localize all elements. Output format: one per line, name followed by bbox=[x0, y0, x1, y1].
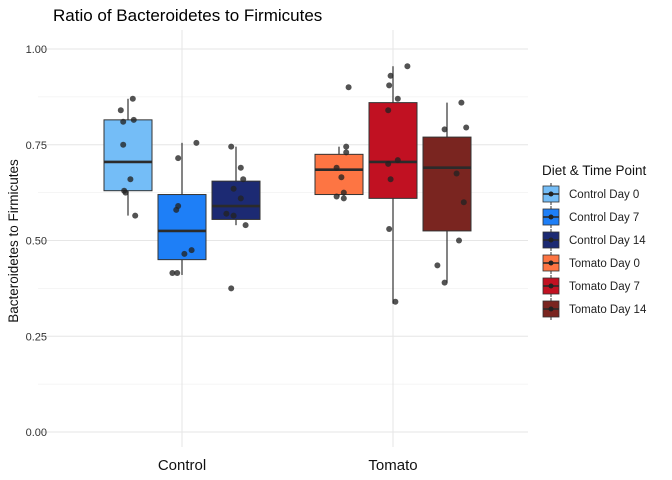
data-point bbox=[343, 149, 350, 156]
box-control-day-7 bbox=[157, 139, 207, 277]
data-point bbox=[392, 298, 399, 305]
box-body bbox=[422, 136, 472, 232]
data-point bbox=[463, 124, 470, 131]
box-body bbox=[368, 102, 418, 199]
data-point bbox=[117, 107, 124, 114]
legend-item: Control Day 14 bbox=[542, 229, 646, 251]
data-point bbox=[169, 270, 176, 277]
data-point bbox=[386, 226, 393, 233]
data-point bbox=[441, 279, 448, 286]
box-body bbox=[211, 180, 261, 220]
data-point bbox=[175, 155, 182, 162]
data-point bbox=[132, 212, 139, 219]
data-point bbox=[453, 170, 460, 177]
data-point bbox=[385, 160, 392, 167]
legend-key-point bbox=[548, 191, 554, 197]
data-point bbox=[228, 285, 235, 292]
data-point bbox=[122, 189, 129, 196]
data-point bbox=[394, 157, 401, 164]
legend-label: Tomato Day 7 bbox=[569, 281, 640, 293]
data-point bbox=[181, 250, 188, 257]
legend-key-point bbox=[548, 237, 554, 243]
y-tick-label: 1.00 bbox=[26, 44, 47, 56]
data-point bbox=[242, 222, 249, 229]
data-point bbox=[237, 195, 244, 202]
box-series bbox=[103, 63, 472, 305]
legend-key-point bbox=[548, 214, 554, 220]
legend-label: Control Day 14 bbox=[569, 235, 646, 247]
data-point bbox=[333, 193, 340, 200]
data-point bbox=[333, 164, 340, 171]
legend: Diet & Time Point Control Day 0 Control D… bbox=[542, 163, 647, 320]
data-point bbox=[394, 95, 401, 102]
x-axis-ticks: Control Tomato bbox=[158, 457, 418, 474]
data-point bbox=[223, 210, 230, 217]
y-axis-ticks: 0.00 0.25 0.50 0.75 1.00 bbox=[26, 44, 47, 439]
chart-title: Ratio of Bacteroidetes to Firmicutes bbox=[53, 6, 322, 25]
data-point bbox=[434, 262, 441, 269]
y-tick-label: 0.75 bbox=[26, 140, 47, 152]
data-point bbox=[120, 118, 127, 125]
y-tick-label: 0.50 bbox=[26, 236, 47, 248]
legend-item: Control Day 7 bbox=[542, 206, 639, 228]
data-point bbox=[387, 72, 394, 79]
box-tomato-day-0 bbox=[314, 84, 364, 202]
data-point bbox=[237, 164, 244, 171]
data-point bbox=[127, 176, 134, 183]
data-point bbox=[188, 247, 195, 254]
legend-item: Tomato Day 0 bbox=[542, 252, 640, 274]
legend-key-point bbox=[548, 283, 554, 289]
legend-title: Diet & Time Point bbox=[542, 163, 647, 178]
box-tomato-day-7 bbox=[368, 63, 418, 305]
data-point bbox=[230, 212, 237, 219]
legend-item: Control Day 0 bbox=[542, 183, 639, 205]
data-point bbox=[174, 270, 181, 277]
grid-lines bbox=[38, 30, 528, 447]
data-point bbox=[460, 199, 467, 206]
data-point bbox=[345, 84, 352, 91]
legend-label: Tomato Day 14 bbox=[569, 304, 647, 316]
legend-key-point bbox=[548, 260, 554, 266]
data-point bbox=[340, 189, 347, 196]
data-point bbox=[340, 195, 347, 202]
data-point bbox=[120, 141, 127, 148]
y-tick-label: 0.25 bbox=[26, 331, 47, 343]
box-tomato-day-14 bbox=[422, 99, 472, 286]
legend-item: Tomato Day 14 bbox=[542, 298, 647, 320]
data-point bbox=[130, 116, 137, 123]
legend-label: Control Day 0 bbox=[569, 189, 639, 201]
legend-key-point bbox=[548, 306, 554, 312]
data-point bbox=[385, 107, 392, 114]
x-tick-label: Control bbox=[158, 457, 206, 474]
data-point bbox=[173, 206, 180, 213]
data-point bbox=[129, 95, 136, 102]
legend-label: Tomato Day 0 bbox=[569, 258, 640, 270]
data-point bbox=[193, 139, 200, 146]
legend-label: Control Day 7 bbox=[569, 212, 639, 224]
data-point bbox=[404, 63, 411, 70]
data-point bbox=[240, 176, 247, 183]
data-point bbox=[228, 143, 235, 150]
data-point bbox=[386, 82, 393, 89]
x-tick-label: Tomato bbox=[368, 457, 417, 474]
y-axis-title: Bacteroidetes to Firmicutes bbox=[6, 159, 21, 323]
box-body bbox=[314, 153, 364, 196]
data-point bbox=[456, 237, 462, 244]
data-point bbox=[343, 143, 350, 150]
data-point bbox=[458, 99, 465, 106]
box-control-day-0 bbox=[103, 95, 153, 219]
y-tick-label: 0.00 bbox=[26, 427, 47, 439]
box-body bbox=[157, 194, 207, 261]
data-point bbox=[338, 174, 345, 181]
data-point bbox=[387, 176, 394, 183]
data-point bbox=[230, 185, 237, 192]
data-point bbox=[441, 126, 448, 133]
legend-item: Tomato Day 7 bbox=[542, 275, 640, 297]
box-control-day-14 bbox=[211, 143, 261, 292]
